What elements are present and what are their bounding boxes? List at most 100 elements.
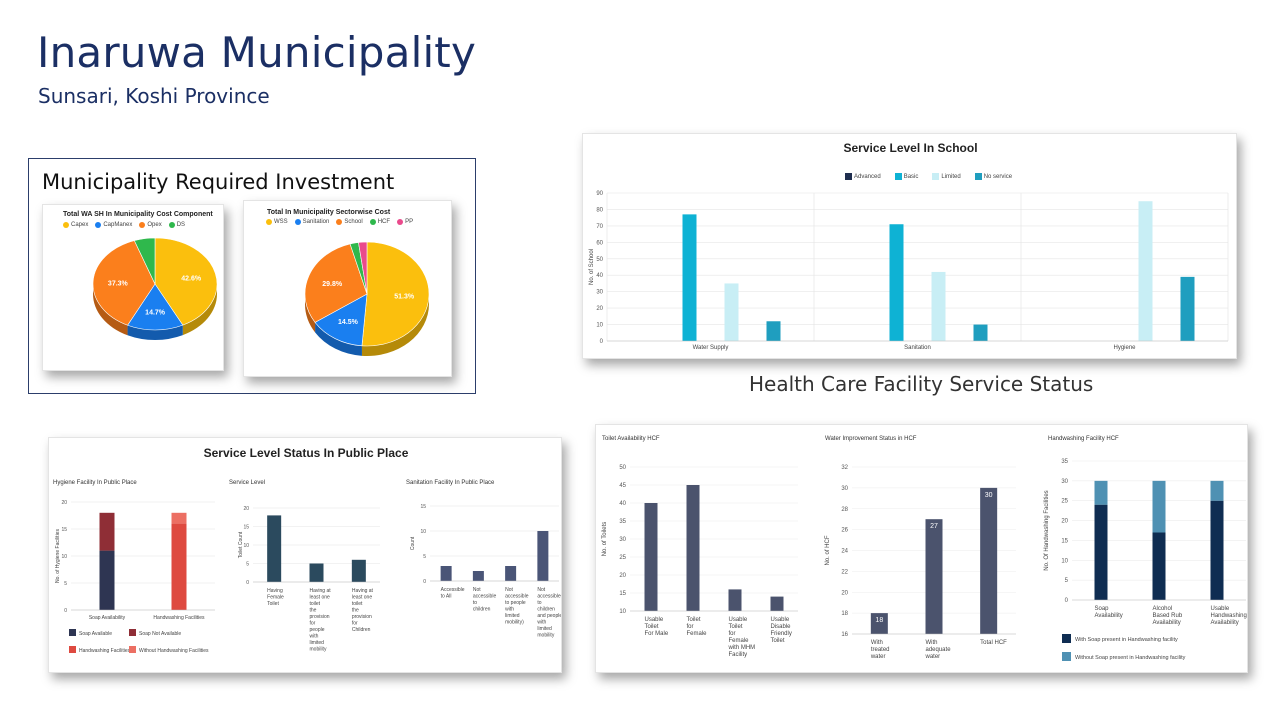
- x-tick-line: with MHM: [728, 645, 756, 651]
- legend-swatch: [95, 222, 102, 228]
- y-tick-label: 10: [420, 529, 426, 535]
- bar: [870, 613, 888, 634]
- y-axis-label: No. of Toilets: [602, 522, 608, 557]
- x-tick-line: to: [473, 600, 477, 606]
- legend-label: Advanced: [854, 173, 881, 180]
- legend-swatch: [69, 629, 76, 636]
- chart-subtitle: Sanitation Facility In Public Place: [406, 480, 495, 486]
- x-tick-label: Handwashing Facilities: [153, 615, 205, 621]
- bar: [644, 503, 658, 611]
- x-tick-line: Usable: [1211, 606, 1230, 612]
- x-tick-line: mobility: [537, 633, 554, 639]
- y-axis-label: No. of HCF: [825, 535, 831, 565]
- chart-subtitle: Toilet Availability HCF: [602, 436, 660, 442]
- y-tick-label: 90: [596, 191, 603, 197]
- pie-slice: [314, 293, 368, 347]
- bar: [724, 283, 739, 341]
- legend-label: WSS: [274, 219, 288, 225]
- x-tick-line: Based Rub: [1153, 613, 1183, 619]
- x-tick-label: Not accessible to children and people with lim…: [537, 587, 562, 639]
- y-tick-label: 20: [1061, 519, 1068, 525]
- pie-slice: [358, 241, 368, 295]
- y-tick-label: 25: [619, 555, 626, 561]
- y-tick-label: 70: [596, 224, 603, 230]
- x-tick-line: adequate: [926, 647, 952, 653]
- legend-swatch: [894, 173, 902, 180]
- x-tick-line: Handwashing Facilities: [153, 615, 205, 621]
- x-tick-label: Having at least one toilet the provision for p…: [310, 588, 332, 653]
- investment-heading: Municipality Required Investment: [42, 170, 395, 194]
- x-tick-line: the: [310, 608, 317, 614]
- x-tick-line: treated: [871, 647, 890, 653]
- x-tick-line: Usable: [771, 617, 790, 623]
- x-tick-line: for: [687, 624, 694, 630]
- legend-label: No service: [983, 173, 1013, 180]
- legend-item: School: [336, 219, 363, 225]
- x-tick-line: mobility: [310, 647, 327, 653]
- x-tick-line: water: [870, 654, 886, 660]
- x-tick-line: Not: [505, 587, 513, 593]
- y-tick-label: 15: [243, 525, 249, 531]
- x-tick-line: With: [871, 640, 883, 646]
- bar: [728, 589, 742, 611]
- x-tick-label: Usable Disable Friendly Toilet: [771, 617, 792, 644]
- y-tick-label: 28: [841, 507, 848, 513]
- page-title: Inaruwa Municipality: [37, 28, 477, 77]
- x-tick-label: Hygiene: [1113, 345, 1136, 351]
- page-subtitle: Sunsari, Koshi Province: [38, 84, 270, 108]
- x-tick-label: Usable Handwashing Availability: [1211, 606, 1247, 626]
- legend-swatch: [63, 222, 69, 228]
- bar: [1138, 201, 1153, 341]
- x-tick-line: to All: [441, 594, 452, 600]
- y-tick-label: 15: [61, 527, 67, 533]
- x-tick-line: children: [473, 607, 491, 613]
- chart-title: Service Level In School: [843, 141, 978, 155]
- y-tick-label: 5: [246, 562, 249, 568]
- y-axis-label: No. of School: [589, 249, 595, 285]
- legend-swatch: [129, 646, 136, 653]
- bar-segment: [171, 512, 187, 524]
- pie-side: [182, 284, 217, 336]
- bar: [537, 531, 549, 581]
- y-tick-label: 10: [1061, 558, 1068, 564]
- pie-slice: [92, 240, 156, 326]
- bar: [980, 487, 998, 634]
- legend-swatch: [129, 629, 136, 636]
- pie-title: Total WA SH In Municipality Cost Compone…: [63, 211, 213, 218]
- y-tick-label: 30: [841, 486, 848, 492]
- legend-item: No service: [974, 173, 1013, 180]
- x-tick-line: Not: [473, 587, 481, 593]
- pie-legend: Capex CapManex Opex DS: [63, 222, 185, 228]
- x-tick-line: limited: [310, 640, 325, 646]
- x-tick-line: provision: [310, 614, 330, 620]
- legend-label: Opex: [147, 222, 162, 228]
- y-tick-label: 45: [619, 483, 626, 489]
- legend-label: Without Handwashing Facilities: [139, 648, 209, 654]
- legend-item: Basic: [894, 173, 918, 180]
- x-tick-line: least one: [352, 595, 373, 601]
- x-tick-line: Alcohol: [1153, 606, 1173, 612]
- pie-value-label: 37.3%: [108, 280, 129, 287]
- legend-swatch: [397, 219, 404, 225]
- bar-segment: [171, 523, 187, 610]
- pie-value-label: 51.3%: [394, 293, 415, 300]
- pie-slice: [304, 243, 368, 323]
- x-tick-line: Friendly: [771, 631, 792, 637]
- x-tick-line: Usable: [729, 617, 748, 623]
- bar: [267, 515, 282, 582]
- pie-side: [315, 322, 362, 356]
- x-tick-label: Alcohol Based Rub Availability: [1153, 606, 1183, 626]
- x-tick-label: Toilet for Female: [687, 617, 708, 637]
- y-tick-label: 40: [596, 273, 603, 279]
- legend-item: DS: [168, 222, 185, 228]
- x-tick-line: accessible: [537, 594, 561, 600]
- x-tick-line: children: [537, 607, 555, 613]
- x-tick-line: Not: [537, 587, 545, 593]
- x-tick-line: Toilet: [729, 624, 743, 630]
- legend-swatch: [266, 219, 272, 225]
- x-tick-line: accessible: [473, 594, 497, 600]
- y-tick-label: 10: [243, 543, 249, 549]
- y-tick-label: 18: [841, 611, 848, 617]
